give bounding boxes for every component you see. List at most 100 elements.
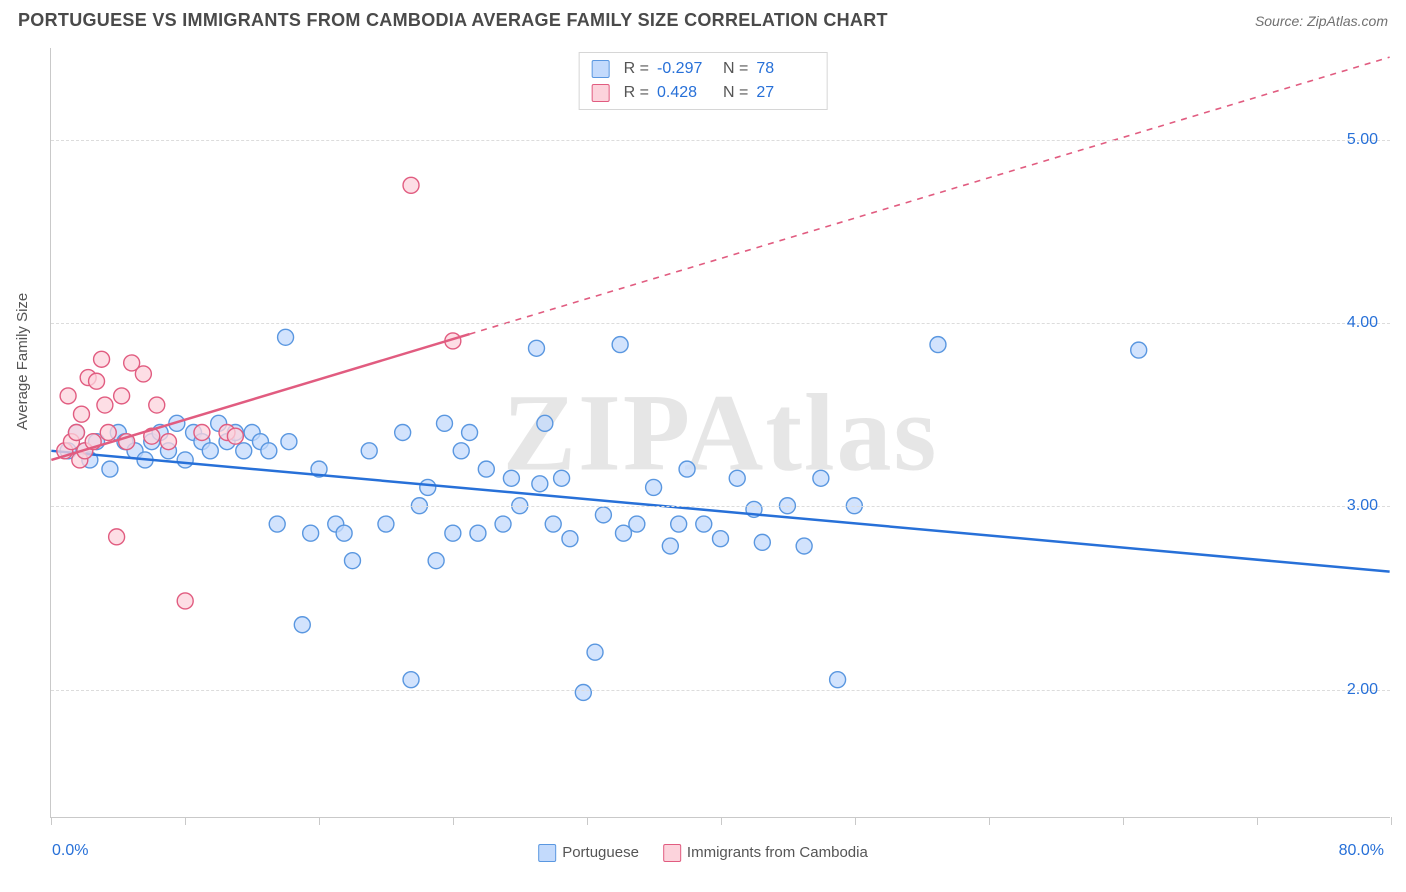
scatter-point: [503, 470, 519, 486]
x-tick: [587, 817, 588, 825]
scatter-point: [60, 388, 76, 404]
x-tick: [855, 817, 856, 825]
scatter-point: [72, 452, 88, 468]
scatter-point: [119, 434, 135, 450]
scatter-point: [160, 434, 176, 450]
scatter-point: [73, 406, 89, 422]
scatter-point: [109, 529, 125, 545]
scatter-point: [85, 434, 101, 450]
scatter-point: [403, 672, 419, 688]
scatter-point: [328, 516, 344, 532]
x-tick: [989, 817, 990, 825]
legend-n-value: 78: [756, 57, 814, 81]
scatter-point: [662, 538, 678, 554]
gridline: [51, 140, 1390, 141]
scatter-point: [89, 373, 105, 389]
chart-svg: [51, 48, 1390, 817]
scatter-point: [252, 434, 268, 450]
scatter-point: [100, 425, 116, 441]
scatter-point: [294, 617, 310, 633]
x-axis-max-label: 80.0%: [1339, 842, 1384, 860]
scatter-point: [124, 355, 140, 371]
scatter-point: [194, 434, 210, 450]
scatter-point: [219, 425, 235, 441]
scatter-point: [177, 593, 193, 609]
scatter-point: [562, 531, 578, 547]
scatter-point: [629, 516, 645, 532]
scatter-point: [545, 516, 561, 532]
x-tick: [1123, 817, 1124, 825]
scatter-point: [57, 443, 73, 459]
scatter-point: [94, 351, 110, 367]
scatter-point: [696, 516, 712, 532]
scatter-point: [646, 479, 662, 495]
scatter-point: [445, 333, 461, 349]
chart-source: Source: ZipAtlas.com: [1255, 13, 1388, 29]
y-tick-label: 3.00: [1347, 497, 1378, 515]
scatter-point: [813, 470, 829, 486]
scatter-point: [746, 501, 762, 517]
chart-header: PORTUGUESE VS IMMIGRANTS FROM CAMBODIA A…: [18, 10, 1388, 31]
trend-line: [51, 451, 1389, 572]
legend-n-label: N =: [723, 57, 748, 81]
scatter-point: [445, 525, 461, 541]
correlation-legend: R =-0.297N =78R =0.428N =27: [579, 52, 828, 110]
plot-area: ZIPAtlas 2.003.004.005.00: [50, 48, 1390, 818]
scatter-point: [102, 461, 118, 477]
scatter-point: [671, 516, 687, 532]
legend-r-value: 0.428: [657, 81, 715, 105]
scatter-point: [114, 388, 130, 404]
x-axis-min-label: 0.0%: [52, 842, 88, 860]
scatter-point: [528, 340, 544, 356]
gridline: [51, 690, 1390, 691]
scatter-point: [269, 516, 285, 532]
scatter-point: [152, 425, 168, 441]
scatter-point: [361, 443, 377, 459]
scatter-point: [612, 337, 628, 353]
x-tick: [453, 817, 454, 825]
scatter-point: [587, 644, 603, 660]
legend-r-label: R =: [624, 81, 649, 105]
scatter-point: [144, 428, 160, 444]
scatter-point: [60, 443, 76, 459]
scatter-point: [495, 516, 511, 532]
legend-n-label: N =: [723, 81, 748, 105]
legend-swatch: [592, 60, 610, 78]
scatter-point: [97, 397, 113, 413]
scatter-point: [278, 329, 294, 345]
x-tick: [319, 817, 320, 825]
scatter-point: [144, 434, 160, 450]
scatter-point: [303, 525, 319, 541]
scatter-point: [236, 443, 252, 459]
y-tick-label: 5.00: [1347, 131, 1378, 149]
scatter-point: [478, 461, 494, 477]
series-legend-label: Immigrants from Cambodia: [687, 844, 868, 861]
scatter-point: [796, 538, 812, 554]
scatter-point: [403, 177, 419, 193]
scatter-point: [177, 452, 193, 468]
scatter-point: [244, 425, 260, 441]
x-tick: [1257, 817, 1258, 825]
scatter-point: [110, 425, 126, 441]
series-legend-label: Portuguese: [562, 844, 639, 861]
chart-title: PORTUGUESE VS IMMIGRANTS FROM CAMBODIA A…: [18, 10, 888, 31]
scatter-point: [89, 434, 105, 450]
scatter-point: [462, 425, 478, 441]
scatter-point: [135, 366, 151, 382]
scatter-point: [160, 443, 176, 459]
scatter-point: [378, 516, 394, 532]
scatter-point: [127, 443, 143, 459]
scatter-point: [436, 415, 452, 431]
scatter-point: [186, 425, 202, 441]
series-legend-item: Immigrants from Cambodia: [663, 844, 868, 862]
y-tick-label: 2.00: [1347, 681, 1378, 699]
scatter-point: [344, 553, 360, 569]
scatter-point: [453, 443, 469, 459]
scatter-point: [137, 452, 153, 468]
legend-r-label: R =: [624, 57, 649, 81]
legend-swatch: [592, 84, 610, 102]
scatter-point: [428, 553, 444, 569]
scatter-point: [537, 415, 553, 431]
scatter-point: [1131, 342, 1147, 358]
scatter-point: [68, 425, 84, 441]
